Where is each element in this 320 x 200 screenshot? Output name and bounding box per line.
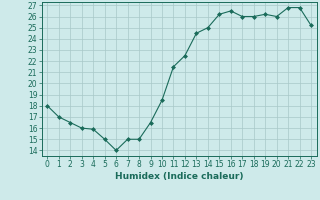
- X-axis label: Humidex (Indice chaleur): Humidex (Indice chaleur): [115, 172, 244, 181]
